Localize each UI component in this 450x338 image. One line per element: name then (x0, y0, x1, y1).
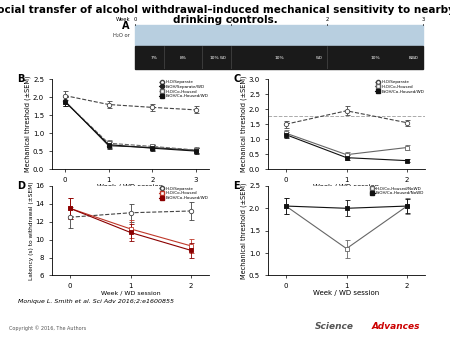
Text: 3: 3 (421, 17, 425, 22)
Text: Advances: Advances (372, 321, 420, 331)
Text: E: E (233, 180, 240, 191)
Text: Copyright © 2016, The Authors: Copyright © 2016, The Authors (9, 325, 86, 331)
Legend: H₂O/Co-Housed/NoWD, EtOH/Co-Housed/NoWD: H₂O/Co-Housed/NoWD, EtOH/Co-Housed/NoWD (370, 187, 424, 195)
Text: 10%: 10% (274, 56, 284, 60)
Text: WD: WD (220, 56, 227, 60)
Text: Monique L. Smith et al. Sci Adv 2016;2:e1600855: Monique L. Smith et al. Sci Adv 2016;2:e… (18, 299, 174, 304)
Text: 10%: 10% (209, 56, 219, 60)
X-axis label: Week / WD session: Week / WD session (101, 290, 160, 295)
Text: WD: WD (412, 56, 419, 60)
Text: drinking controls.: drinking controls. (173, 15, 277, 25)
X-axis label: Week / WD session: Week / WD session (97, 184, 164, 190)
Text: C: C (233, 74, 240, 84)
Legend: H₂O/Separate, H₂O/Co-Housed, EtOH/Co-Housed/WD: H₂O/Separate, H₂O/Co-Housed, EtOH/Co-Hou… (159, 187, 208, 200)
Text: B: B (17, 74, 24, 84)
Legend: H₂O/Separate, EtOH/Separate/WD, H₂O/Co-Housed, EtOH/Co-Housed/WD: H₂O/Separate, EtOH/Separate/WD, H₂O/Co-H… (159, 80, 208, 98)
Y-axis label: Mechanical threshold (±SEM): Mechanical threshold (±SEM) (241, 76, 248, 172)
Text: 8%: 8% (180, 56, 186, 60)
Y-axis label: Mechanical threshold (±SEM): Mechanical threshold (±SEM) (241, 183, 248, 279)
Text: A: A (122, 21, 129, 31)
Text: 0: 0 (133, 17, 137, 22)
Text: EtOH: EtOH (117, 55, 130, 61)
Text: WD: WD (316, 56, 323, 60)
Bar (135, 25, 423, 45)
Text: Science: Science (315, 321, 354, 331)
Y-axis label: Mechanical threshold (±SEM): Mechanical threshold (±SEM) (25, 76, 32, 172)
Text: Week: Week (116, 17, 130, 22)
Text: D: D (17, 180, 25, 191)
Text: 2: 2 (325, 17, 328, 22)
Text: 10%: 10% (370, 56, 380, 60)
Text: BL: BL (409, 56, 414, 60)
Legend: H₂O/Separate, H₂O/Co-Housed, EtOH/Co-Housed/WD: H₂O/Separate, H₂O/Co-Housed, EtOH/Co-Hou… (375, 80, 424, 94)
X-axis label: Week / WD session: Week / WD session (313, 290, 380, 296)
Y-axis label: Latency (s) to withdrawal (±SEM): Latency (s) to withdrawal (±SEM) (29, 182, 34, 280)
Text: 1: 1 (230, 17, 233, 22)
Text: 7%: 7% (151, 56, 157, 60)
Bar (135, 46, 423, 69)
Text: H₂O or: H₂O or (113, 32, 130, 38)
X-axis label: Week / WD session: Week / WD session (313, 184, 380, 190)
Text: Fig. 2 Social transfer of alcohol withdrawal–induced mechanical sensitivity to n: Fig. 2 Social transfer of alcohol withdr… (0, 5, 450, 15)
